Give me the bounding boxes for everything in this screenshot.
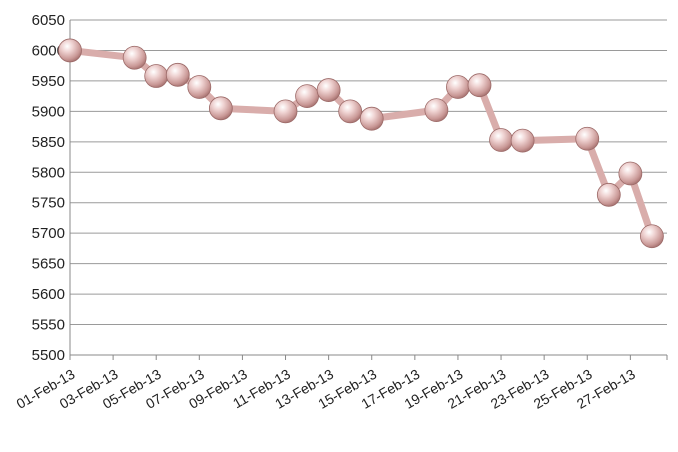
data-point — [467, 73, 492, 98]
data-point — [489, 128, 513, 152]
y-tick-label: 6050 — [32, 12, 65, 29]
data-point — [208, 96, 233, 121]
y-tick-label: 5950 — [32, 73, 65, 90]
y-axis-tick-labels: 5500 5550 5600 5650 5700 5750 5800 5850 5900 5950… — [32, 12, 65, 364]
y-tick-label: 5650 — [32, 256, 65, 273]
data-point — [295, 84, 319, 109]
x-axis-tick-labels: 01-Feb-1303-Feb-1305-Feb-1307-Feb-1309-F… — [14, 366, 638, 412]
data-point — [144, 64, 169, 88]
data-point — [359, 106, 384, 131]
y-tick-label: 5600 — [32, 286, 65, 303]
data-point — [596, 182, 621, 207]
data-point — [316, 78, 341, 102]
data-point — [273, 99, 298, 124]
data-point — [165, 62, 190, 87]
data-point — [618, 161, 643, 186]
y-tick-label: 5900 — [32, 103, 65, 120]
data-point — [58, 38, 82, 63]
data-point — [122, 45, 147, 70]
y-tick-label: 6000 — [32, 42, 65, 59]
y-tick-label: 5800 — [32, 164, 65, 181]
data-point — [640, 224, 664, 249]
data-point — [187, 75, 212, 99]
y-tick-label: 5850 — [32, 134, 65, 151]
y-tick-label: 5550 — [32, 317, 65, 334]
data-point — [575, 126, 600, 151]
data-point — [338, 99, 363, 124]
gridlines — [70, 19, 667, 326]
y-tick-label: 5500 — [32, 347, 65, 364]
data-point — [424, 98, 449, 123]
y-tick-label: 5700 — [32, 225, 65, 242]
data-point — [446, 75, 470, 99]
axes — [69, 20, 668, 360]
data-point — [510, 128, 535, 153]
series-markers — [58, 38, 664, 249]
y-tick-label: 5750 — [32, 195, 65, 212]
